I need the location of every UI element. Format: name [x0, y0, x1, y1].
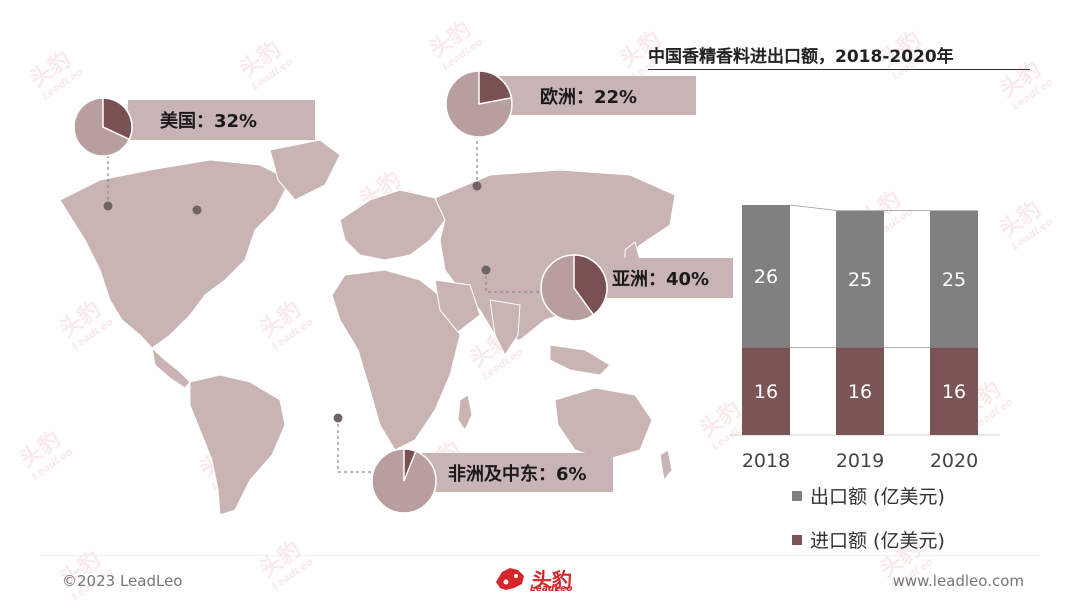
export-bar-2018: [742, 205, 790, 348]
africa-pie: [371, 448, 437, 514]
series-connector-top: [789, 204, 837, 211]
madagascar-shape: [457, 394, 473, 431]
import-value-label-2019: 16: [848, 381, 872, 403]
export-value-label-2019: 25: [848, 269, 872, 291]
india-shape: [489, 299, 521, 357]
import-bar-2020: [930, 347, 978, 435]
africa-leader-line: [337, 418, 380, 473]
europe-marker: [472, 181, 482, 191]
x-tick-label-2018: 2018: [742, 450, 790, 472]
leadleo-logo: 头豹 LeadLeo: [492, 560, 572, 596]
copyright-text: ©2023 LeadLeo: [62, 572, 183, 590]
central-america-shape: [151, 346, 191, 389]
x-tick-label-2020: 2020: [930, 450, 978, 472]
logo-text: 头豹: [532, 567, 572, 592]
europe-shape: [339, 189, 446, 261]
x-tick-label-2019: 2019: [836, 450, 884, 472]
southeast-asia-shape: [549, 344, 611, 376]
usa-pie: [73, 97, 133, 157]
asia-leader-line: [485, 270, 540, 293]
world-map: [59, 120, 676, 516]
pie-slice: [573, 254, 608, 316]
footer-divider: [40, 555, 1040, 556]
legend-export-label: 出口额 (亿美元): [810, 486, 945, 508]
import-bar-2018: [742, 347, 790, 435]
import-bar-2019: [836, 347, 884, 435]
pie-slice: [102, 97, 133, 141]
africa-shape: [331, 269, 461, 451]
chart-title: 中国香精香料进出口额，2018-2020年: [648, 42, 1030, 70]
europe-pie: [445, 70, 513, 138]
bar-chart: 16 26 2018 16 25 2019 16 25 2020: [730, 204, 1000, 472]
export-bar-2020: [930, 210, 978, 348]
usa-marker: [103, 201, 113, 211]
website-link[interactable]: www.leadleo.com: [892, 572, 1024, 590]
legend-import-swatch: [792, 534, 802, 545]
pie-slice: [403, 448, 417, 482]
legend-export: 出口额 (亿美元): [792, 482, 945, 509]
pie-slice: [478, 70, 513, 105]
usa-label: 美国：32%: [128, 100, 315, 140]
canada-marker: [192, 205, 202, 215]
south-america-shape: [189, 374, 286, 516]
europe-label: 欧洲：22%: [484, 76, 696, 115]
export-value-label-2018: 26: [754, 266, 778, 288]
asia-pie: [540, 254, 608, 322]
import-value-label-2020: 16: [942, 381, 966, 403]
leopard-icon: [496, 568, 524, 590]
africa-marker: [333, 413, 343, 423]
export-value-label-2020: 25: [942, 269, 966, 291]
import-value-label-2018: 16: [754, 381, 778, 403]
north-america-shape: [59, 159, 291, 349]
legend-import: 进口额 (亿美元): [792, 526, 945, 553]
asia-marker: [481, 265, 491, 275]
legend-export-swatch: [792, 490, 802, 501]
legend-import-label: 进口额 (亿美元): [810, 530, 945, 552]
australia-shape: [554, 387, 653, 461]
logo-subtext: LeadLeo: [530, 584, 573, 594]
new-zealand-shape: [659, 449, 673, 482]
export-bar-2019: [836, 210, 884, 348]
greenland-shape: [269, 139, 341, 201]
arabia-shape: [434, 279, 481, 333]
